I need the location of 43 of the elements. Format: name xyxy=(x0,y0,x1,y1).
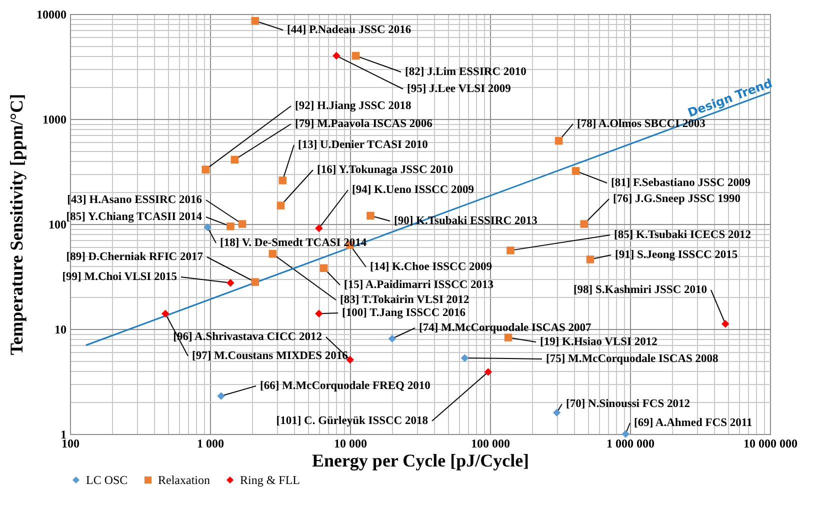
annotation: [13] U.Denier TCASI 2010 xyxy=(298,139,428,151)
legend-label: LC OSC xyxy=(86,473,128,487)
annotation: [14] K.Choe ISSCC 2009 xyxy=(370,261,492,273)
x-tick-label: 100 000 xyxy=(471,436,510,450)
annotation: [101] C. Gürleyük ISSCC 2018 xyxy=(276,415,428,427)
annotation: [19] K.Hsiao VLSI 2012 xyxy=(540,336,658,348)
annotation: [78] A.Olmos SBCCI 2003 xyxy=(577,118,706,130)
annotation: [69] A.Ahmed FCS 2011 xyxy=(634,417,752,429)
annotation: [16] Y.Tokunaga JSSC 2010 xyxy=(317,164,454,176)
annotation: [99] M.Choi VLSI 2015 xyxy=(62,271,178,283)
annotation: [44] P.Nadeau JSSC 2016 xyxy=(287,24,412,36)
x-axis-title: Energy per Cycle [pJ/Cycle] xyxy=(312,450,530,470)
y-tick-label: 1000 xyxy=(42,112,66,126)
x-tick-label: 10 000 xyxy=(334,436,367,450)
annotation: [91] S.Jeong ISSCC 2015 xyxy=(615,249,738,261)
annotation: [74] M.McCorquodale ISCAS 2007 xyxy=(419,322,592,334)
annotation: [75] M.McCorquodale ISCAS 2008 xyxy=(546,353,719,365)
y-tick-label: 10 xyxy=(54,322,66,336)
annotation: [98] S.Kashmiri JSSC 2010 xyxy=(573,284,708,296)
annotation: [15] A.Paidimarri ISSCC 2013 xyxy=(344,279,494,291)
x-tick-label: 10 000 000 xyxy=(744,436,798,450)
annotation: [85] Y.Chiang TCASII 2014 xyxy=(66,211,202,223)
annotation: [83] T.Tokairin VLSI 2012 xyxy=(340,294,470,306)
x-tick-label: 1 000 000 xyxy=(606,436,654,450)
annotation: [43] H.Asano ESSIRC 2016 xyxy=(67,194,202,206)
y-tick-label: 100 xyxy=(48,218,66,232)
legend-label: Relaxation xyxy=(158,473,210,487)
y-tick-label: 10000 xyxy=(36,8,66,22)
annotation: [70] N.Sinoussi FCS 2012 xyxy=(566,398,690,410)
annotation: [76] J.G.Sneep JSSC 1990 xyxy=(613,193,741,205)
annotation: [92] H.Jiang JSSC 2018 xyxy=(295,100,412,112)
annotation: [81] F.Sebastiano JSSC 2009 xyxy=(611,177,751,189)
annotation: [85] K.Tsubaki ICECS 2012 xyxy=(614,229,752,241)
x-tick-label: 1 000 xyxy=(197,436,224,450)
annotation: [94] K.Ueno ISSCC 2009 xyxy=(352,184,474,196)
annotation: [89] D.Cherniak RFIC 2017 xyxy=(66,251,204,263)
annotation: [82] J.Lim ESSIRC 2010 xyxy=(405,66,527,78)
legend-label: Ring & FLL xyxy=(240,473,300,487)
annotation: [79] M.Paavola ISCAS 2006 xyxy=(295,118,433,130)
annotation: [100] T.Jang ISSCC 2016 xyxy=(342,307,466,319)
annotation: [66] M.McCorquodale FREQ 2010 xyxy=(260,380,431,392)
y-axis-title: Temperature Sensitivity [ppm/°C] xyxy=(6,94,26,356)
annotation: [95] J.Lee VLSI 2009 xyxy=(407,83,512,95)
